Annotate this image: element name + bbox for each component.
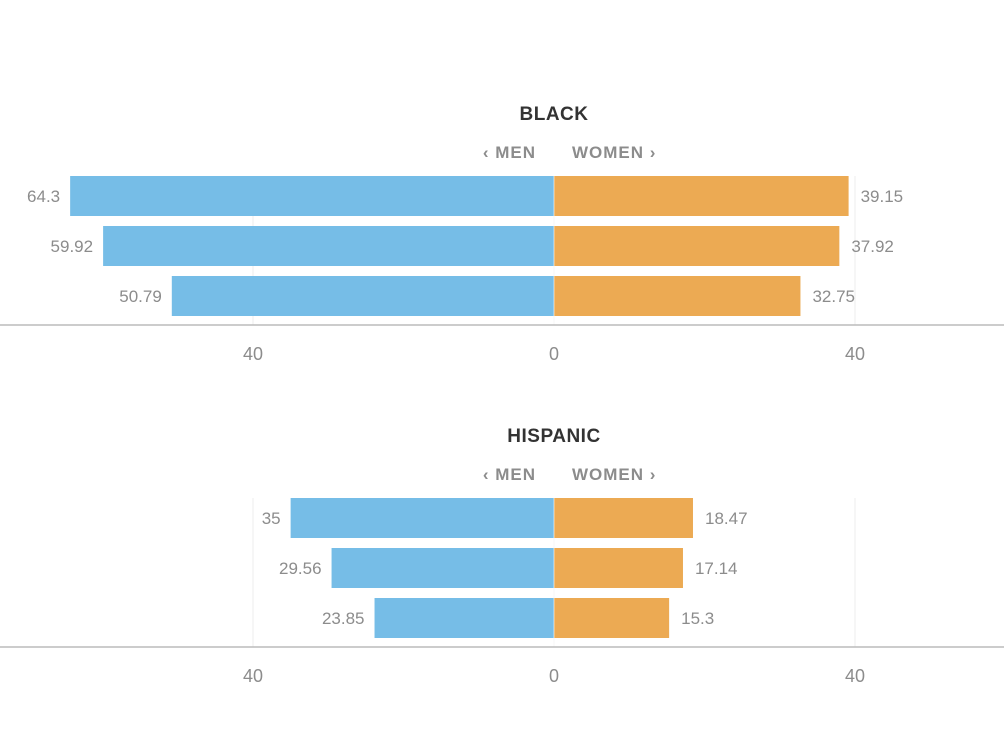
black-women-bar-1 [554, 226, 840, 266]
black-women-value-0: 39.15 [861, 187, 904, 206]
hispanic-men-label: ‹ MEN [483, 465, 536, 484]
black-tick-label-2: 40 [845, 344, 865, 364]
black-tick-label-1: 0 [549, 344, 559, 364]
hispanic-men-value-1: 29.56 [279, 559, 322, 578]
hispanic-tick-label-0: 40 [243, 666, 263, 686]
black-men-bar-0 [70, 176, 554, 216]
black-men-value-1: 59.92 [51, 237, 94, 256]
hispanic-men-value-2: 23.85 [322, 609, 365, 628]
black-men-value-0: 64.3 [27, 187, 60, 206]
hispanic-chart-title: HISPANIC [507, 426, 600, 447]
hispanic-tick-label-1: 0 [549, 666, 559, 686]
black-women-bar-2 [554, 276, 801, 316]
hispanic-men-bar-0 [290, 498, 554, 538]
hispanic-women-bar-2 [554, 598, 670, 638]
black-women-bar-0 [554, 176, 849, 216]
hispanic-women-bar-1 [554, 548, 683, 588]
black-men-bar-2 [171, 276, 555, 316]
hispanic-men-value-0: 35 [262, 509, 281, 528]
hispanic-women-value-2: 15.3 [681, 609, 714, 628]
black-women-value-2: 32.75 [812, 287, 855, 306]
hispanic-women-value-0: 18.47 [705, 509, 748, 528]
black-men-label: ‹ MEN [483, 143, 536, 162]
hispanic-women-bar-0 [554, 498, 693, 538]
black-men-bar-1 [103, 226, 555, 266]
black-tick-label-0: 40 [243, 344, 263, 364]
black-men-value-2: 50.79 [119, 287, 162, 306]
black-chart-title: BLACK [520, 104, 589, 125]
hispanic-tick-label-2: 40 [845, 666, 865, 686]
hispanic-men-bar-2 [374, 598, 554, 638]
hispanic-men-bar-1 [331, 548, 554, 588]
hispanic-women-label: WOMEN › [572, 465, 656, 484]
black-women-label: WOMEN › [572, 143, 656, 162]
hispanic-women-value-1: 17.14 [695, 559, 738, 578]
black-women-value-1: 37.92 [851, 237, 894, 256]
